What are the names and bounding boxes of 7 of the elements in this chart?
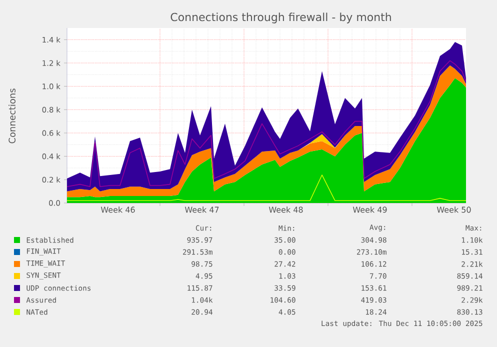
chart-title: Connections through firewall - by month (170, 12, 391, 24)
x-tick-label: Week 49 (352, 206, 387, 213)
x-tick-label: Week 48 (268, 206, 303, 213)
x-tick-label: Week 50 (436, 206, 471, 213)
x-tick-label: Week 47 (184, 206, 219, 213)
y-axis-title: Connections (8, 88, 16, 144)
x-tick-label: Week 46 (100, 206, 135, 213)
